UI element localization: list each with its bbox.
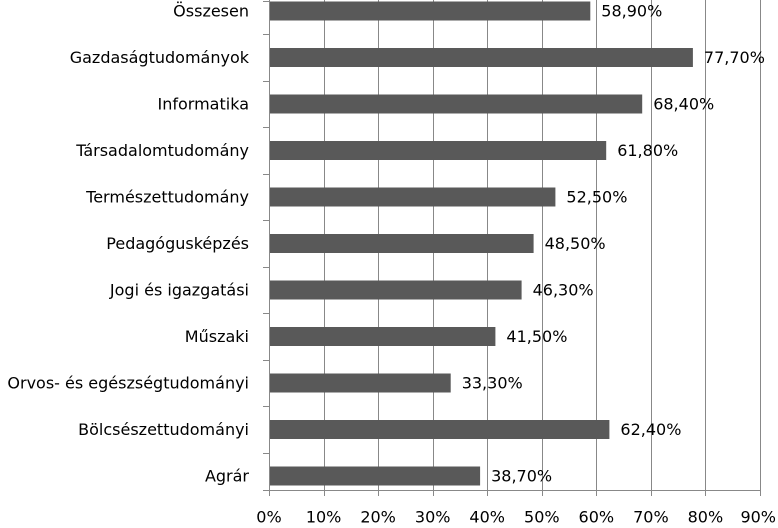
- bar: [270, 1, 591, 21]
- bar: [270, 327, 496, 346]
- x-tick-label: 40%: [469, 508, 505, 525]
- category-label: Informatika: [158, 95, 249, 114]
- category-label: Társadalomtudomány: [75, 141, 249, 160]
- category-label: Gazdaságtudományok: [70, 48, 250, 67]
- category-label: Bölcsészettudományi: [78, 420, 249, 439]
- x-tick-label: 50%: [524, 508, 560, 525]
- bar: [270, 48, 693, 67]
- bar: [270, 141, 607, 160]
- data-label: 33,30%: [462, 374, 523, 393]
- bar: [270, 373, 451, 393]
- bar: [270, 234, 534, 253]
- x-tick-label: 0%: [256, 508, 281, 525]
- axes: [263, 0, 761, 496]
- x-tick-label: 80%: [688, 508, 724, 525]
- category-label: Agrár: [205, 467, 249, 486]
- bar: [270, 420, 610, 439]
- x-tick-label: 30%: [415, 508, 451, 525]
- bar: [270, 466, 481, 486]
- x-tick-labels: 0% 10% 20% 30% 40% 50% 60% 70% 80% 90%: [256, 508, 776, 527]
- data-label: 62,40%: [620, 420, 681, 439]
- data-label: 46,30%: [533, 281, 594, 300]
- data-label: 38,70%: [491, 467, 552, 486]
- x-tick-label: 60%: [579, 508, 615, 525]
- data-label: 68,40%: [653, 95, 714, 114]
- bar: [270, 280, 522, 300]
- category-label: Jogi és igazgatási: [109, 281, 249, 300]
- data-label: 61,80%: [617, 141, 678, 160]
- category-labels: Összesen Gazdaságtudományok Informatika Tár…: [7, 2, 249, 486]
- category-label: Orvos- és egészségtudományi: [7, 374, 249, 393]
- gridlines: [324, 0, 761, 490]
- category-label: Műszaki: [185, 327, 249, 346]
- category-label: Összesen: [173, 2, 249, 21]
- bars: [270, 1, 693, 486]
- x-tick-label: 90%: [740, 508, 776, 525]
- bar: [270, 94, 643, 114]
- x-tick-label: 10%: [306, 508, 342, 525]
- data-label: 52,50%: [566, 188, 627, 207]
- data-label: 77,70%: [704, 48, 765, 67]
- data-label: 48,50%: [545, 234, 606, 253]
- data-label: 58,90%: [601, 2, 662, 21]
- category-label: Természettudomány: [85, 188, 249, 207]
- x-tick-label: 20%: [360, 508, 396, 525]
- x-tick-label: 70%: [633, 508, 669, 525]
- data-label: 41,50%: [506, 327, 567, 346]
- bar: [270, 187, 556, 207]
- data-labels: 58,90% 77,70% 68,40% 61,80% 52,50% 48,50% 46,3…: [462, 2, 765, 486]
- category-label: Pedagógusképzés: [106, 234, 249, 253]
